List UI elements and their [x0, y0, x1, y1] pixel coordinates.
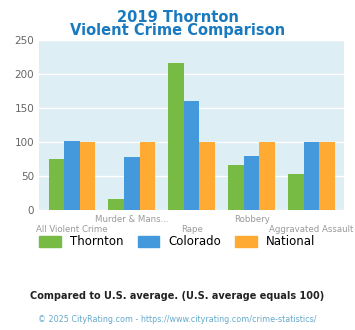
Text: Murder & Mans...: Murder & Mans...: [95, 215, 169, 224]
Bar: [244, 156, 260, 210]
Bar: [228, 165, 244, 210]
Bar: [200, 142, 215, 210]
Bar: [304, 142, 319, 210]
Text: Compared to U.S. average. (U.S. average equals 100): Compared to U.S. average. (U.S. average …: [31, 291, 324, 301]
Bar: [80, 142, 95, 210]
Bar: [288, 174, 304, 210]
Text: © 2025 CityRating.com - https://www.cityrating.com/crime-statistics/: © 2025 CityRating.com - https://www.city…: [38, 315, 317, 324]
Text: Violent Crime Comparison: Violent Crime Comparison: [70, 23, 285, 38]
Bar: [168, 63, 184, 210]
Bar: [319, 142, 335, 210]
Bar: [109, 199, 124, 210]
Bar: [184, 101, 200, 210]
Bar: [140, 142, 155, 210]
Text: Rape: Rape: [181, 225, 203, 234]
Bar: [64, 141, 80, 210]
Legend: Thornton, Colorado, National: Thornton, Colorado, National: [35, 231, 320, 253]
Bar: [124, 157, 140, 210]
Text: Robbery: Robbery: [234, 215, 269, 224]
Text: All Violent Crime: All Violent Crime: [36, 225, 108, 234]
Text: Aggravated Assault: Aggravated Assault: [269, 225, 354, 234]
Bar: [49, 159, 64, 210]
Text: 2019 Thornton: 2019 Thornton: [116, 10, 239, 25]
Bar: [260, 142, 275, 210]
